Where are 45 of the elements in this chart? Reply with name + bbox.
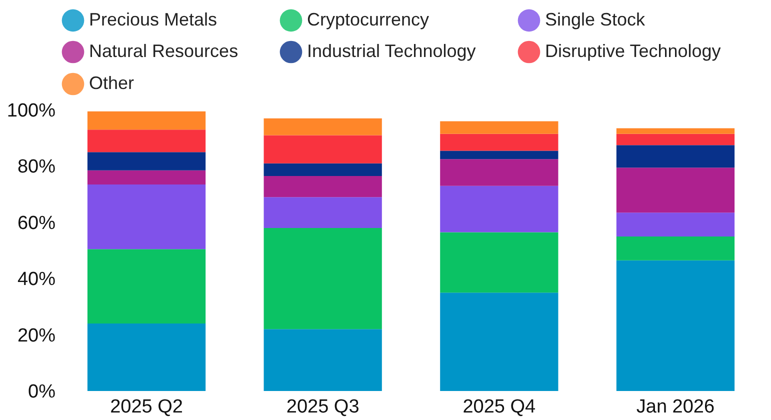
bar bbox=[440, 232, 558, 293]
bar bbox=[87, 152, 206, 170]
bar bbox=[616, 128, 735, 134]
bar bbox=[440, 150, 558, 160]
bar bbox=[87, 324, 206, 391]
x-tick-label: 2025 Q3 bbox=[286, 396, 360, 418]
bar bbox=[264, 176, 382, 198]
legend-label: Cryptocurrency bbox=[307, 9, 430, 30]
legend-label: Disruptive Technology bbox=[545, 41, 721, 61]
bar bbox=[87, 249, 206, 324]
bar bbox=[87, 170, 206, 184]
bar bbox=[616, 145, 735, 168]
bar bbox=[440, 121, 558, 134]
legend-label: Precious Metals bbox=[89, 9, 218, 30]
bar bbox=[440, 186, 558, 232]
bar bbox=[87, 111, 206, 130]
bar bbox=[616, 212, 735, 236]
y-tick-label: 20% bbox=[17, 325, 56, 346]
bar bbox=[87, 184, 206, 250]
x-tick-label: 2025 Q4 bbox=[462, 396, 536, 418]
bar bbox=[264, 329, 382, 391]
bar bbox=[264, 197, 382, 228]
y-tick-label: 40% bbox=[17, 269, 56, 290]
y-tick-label: 60% bbox=[17, 212, 56, 234]
bar bbox=[616, 236, 735, 260]
bar bbox=[264, 163, 382, 176]
legend-label: Natural Resources bbox=[89, 41, 238, 61]
x-tick-label: Jan 2026 bbox=[636, 396, 715, 418]
bar bbox=[440, 134, 558, 151]
bar bbox=[87, 130, 206, 152]
bar bbox=[264, 135, 382, 164]
y-tick-label: 80% bbox=[17, 156, 56, 178]
bar bbox=[616, 260, 735, 391]
y-tick-label: 100% bbox=[6, 100, 56, 122]
bar bbox=[616, 134, 735, 146]
bar bbox=[440, 292, 558, 391]
bar bbox=[264, 228, 382, 330]
legend-label: Industrial Technology bbox=[307, 41, 476, 61]
bar bbox=[616, 168, 735, 213]
y-tick-label: 0% bbox=[28, 382, 56, 402]
x-tick-label: 2025 Q2 bbox=[110, 396, 183, 418]
legend-label: Single Stock bbox=[545, 9, 646, 30]
bar bbox=[440, 159, 558, 186]
bar bbox=[264, 118, 382, 136]
legend-label: Other bbox=[89, 73, 134, 93]
